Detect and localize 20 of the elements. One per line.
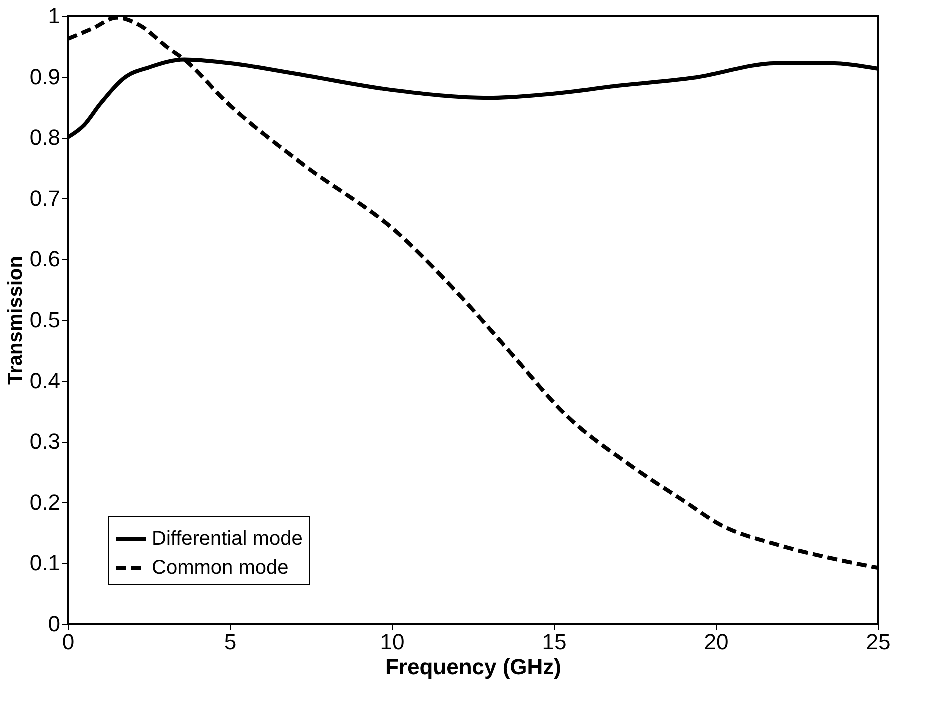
- x-tick-label: 10: [380, 630, 405, 654]
- y-tick-label: 0.4: [30, 368, 60, 394]
- y-tick-label: 0: [48, 612, 60, 636]
- y-tick-label: 0.2: [30, 490, 60, 515]
- y-tick-label: 0.8: [30, 125, 60, 150]
- y-tick-label: 1: [48, 4, 60, 28]
- y-tick-label: 0.3: [30, 429, 60, 454]
- x-tick-label: 15: [542, 630, 567, 654]
- x-tick-label: 25: [866, 630, 891, 654]
- x-axis-title: Frequency (GHz): [385, 654, 562, 680]
- x-tick-label: 5: [224, 630, 237, 654]
- y-tick-label: 0.9: [30, 64, 60, 90]
- y-tick-label: 0.6: [30, 246, 60, 272]
- y-tick-label: 0.5: [30, 308, 60, 332]
- y-axis-title: Transmission: [4, 256, 27, 385]
- x-tick-label: 20: [704, 630, 729, 654]
- legend-label: Differential mode: [152, 528, 303, 550]
- y-tick-label: 0.1: [30, 550, 60, 576]
- legend-label: Common mode: [152, 557, 289, 579]
- y-tick-label: 0.7: [30, 186, 60, 211]
